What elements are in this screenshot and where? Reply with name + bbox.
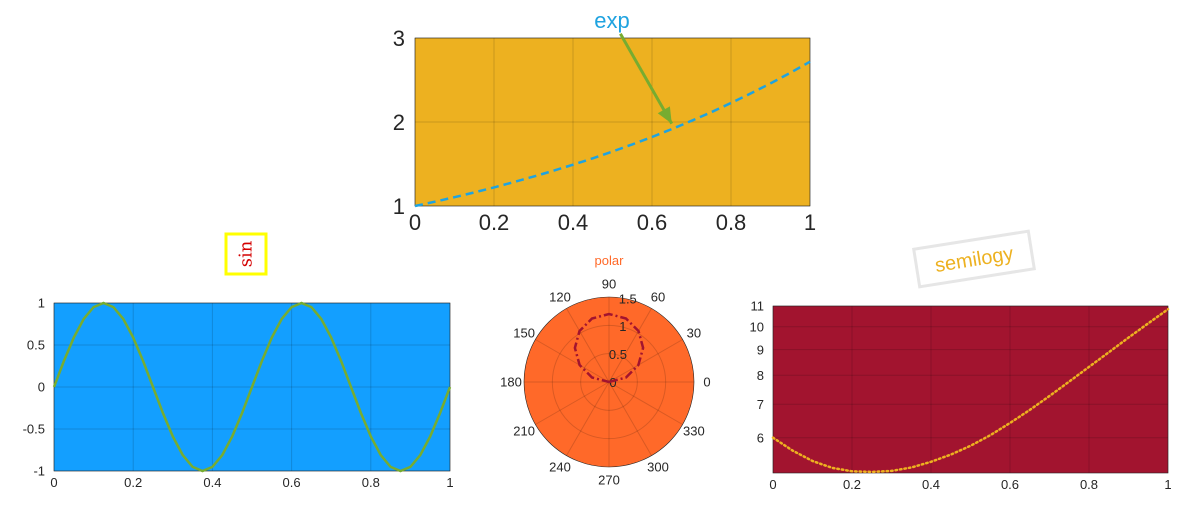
polar-grid-spoke — [608, 308, 652, 383]
semilogy-xtick-label: 0.2 — [843, 477, 861, 492]
semilogy-ytick-label: 7 — [757, 397, 764, 412]
semilogy-series-line — [771, 307, 1170, 474]
exp-xtick-label: 0.8 — [716, 210, 747, 235]
sin-xtick-label: 0.8 — [362, 475, 380, 490]
polar-grid-spoke — [608, 381, 683, 425]
sin-ytick-label: 1 — [38, 296, 45, 311]
polar-grid-spoke — [608, 381, 652, 456]
polar-grid-spoke — [566, 308, 610, 383]
polar-theta-label: 210 — [513, 424, 535, 439]
exp-xtick-label: 0.6 — [637, 210, 668, 235]
sin-axes: 0 0.2 0.4 0.6 0.8 1 -1 -0.5 0 0.5 1 — [23, 296, 454, 490]
exp-xtick-label: 0.2 — [479, 210, 510, 235]
polar-axes: 0 30 60 90 120 150 180 210 240 270 300 330 0 0.5 1 1.5 — [500, 277, 710, 488]
polar-r-label: 1.5 — [619, 291, 637, 306]
semilogy-xtick-label: 0.8 — [1080, 477, 1098, 492]
semilogy-ytick-label: 8 — [757, 368, 764, 383]
sin-xtick-label: 0.4 — [203, 475, 221, 490]
semilogy-xtick-label: 0 — [769, 477, 776, 492]
exp-xtick-label: 1 — [804, 210, 816, 235]
exp-annotation-arrow — [619, 33, 674, 125]
polar-theta-label: 240 — [549, 459, 571, 474]
exp-ytick-label: 1 — [393, 194, 405, 219]
polar-theta-label: 60 — [651, 290, 665, 305]
semilogy-axes-box — [772, 305, 1169, 474]
exp-ytick-label: 2 — [393, 110, 405, 135]
semilogy-title-group: semilogy — [912, 229, 1036, 289]
sin-ytick-label: -0.5 — [23, 422, 45, 437]
exp-series-line — [414, 60, 811, 208]
polar-grid-spoke — [535, 339, 610, 383]
semilogy-xtick-label: 0.4 — [922, 477, 940, 492]
polar-grid-spoke — [566, 381, 610, 456]
polar-theta-label: 0 — [703, 375, 710, 390]
polar-theta-label: 180 — [500, 375, 522, 390]
exp-ytick-label: 3 — [393, 26, 405, 51]
polar-r-label: 1 — [619, 319, 626, 334]
polar-grid-spoke — [608, 339, 683, 383]
sin-xtick-label: 0.6 — [283, 475, 301, 490]
sin-ytick-label: 0 — [38, 380, 45, 395]
semilogy-title-box — [912, 229, 1036, 289]
sin-series-line — [52, 301, 452, 473]
polar-theta-label: 270 — [598, 473, 620, 488]
polar-r-label: 0 — [609, 375, 616, 390]
polar-title: polar — [595, 253, 625, 268]
sin-xtick-label: 0.2 — [124, 475, 142, 490]
exp-plot-background — [415, 38, 810, 206]
sin-title: sin — [236, 240, 257, 267]
exp-axes: 0 0.2 0.4 0.6 0.8 1 1 2 3 — [393, 26, 816, 235]
sin-ytick-label: -1 — [33, 464, 45, 479]
semilogy-plot-background — [773, 306, 1168, 473]
semilogy-xtick-label: 0.6 — [1001, 477, 1019, 492]
polar-grid-spoke — [535, 381, 610, 425]
exp-xtick-label: 0 — [409, 210, 421, 235]
polar-theta-label: 120 — [549, 290, 571, 305]
semilogy-axes: 0 0.2 0.4 0.6 0.8 1 6 7 8 9 10 11 — [750, 299, 1172, 492]
polar-theta-label: 30 — [687, 326, 701, 341]
polar-theta-label: 90 — [602, 277, 616, 292]
semilogy-xtick-label: 1 — [1164, 477, 1171, 492]
sin-ytick-label: 0.5 — [27, 338, 45, 353]
polar-grid-circle — [551, 324, 667, 440]
exp-arrow-head — [657, 106, 672, 124]
semilogy-ytick-label: 10 — [750, 319, 764, 334]
polar-theta-label: 150 — [513, 326, 535, 341]
exp-title: exp — [594, 8, 629, 33]
sin-title-box — [224, 232, 268, 276]
semilogy-ytick-label: 9 — [757, 342, 764, 357]
exp-xtick-label: 0.4 — [558, 210, 589, 235]
exp-axes-box — [414, 37, 811, 207]
polar-grid-circle — [580, 353, 638, 411]
sin-xtick-label: 0 — [50, 475, 57, 490]
polar-r-label: 0.5 — [609, 347, 627, 362]
polar-theta-label: 330 — [683, 424, 705, 439]
semilogy-ytick-label: 11 — [751, 299, 765, 314]
polar-series-line — [573, 312, 645, 384]
sin-xtick-label: 1 — [446, 475, 453, 490]
polar-theta-label: 300 — [647, 459, 669, 474]
semilogy-ytick-label: 6 — [757, 430, 764, 445]
